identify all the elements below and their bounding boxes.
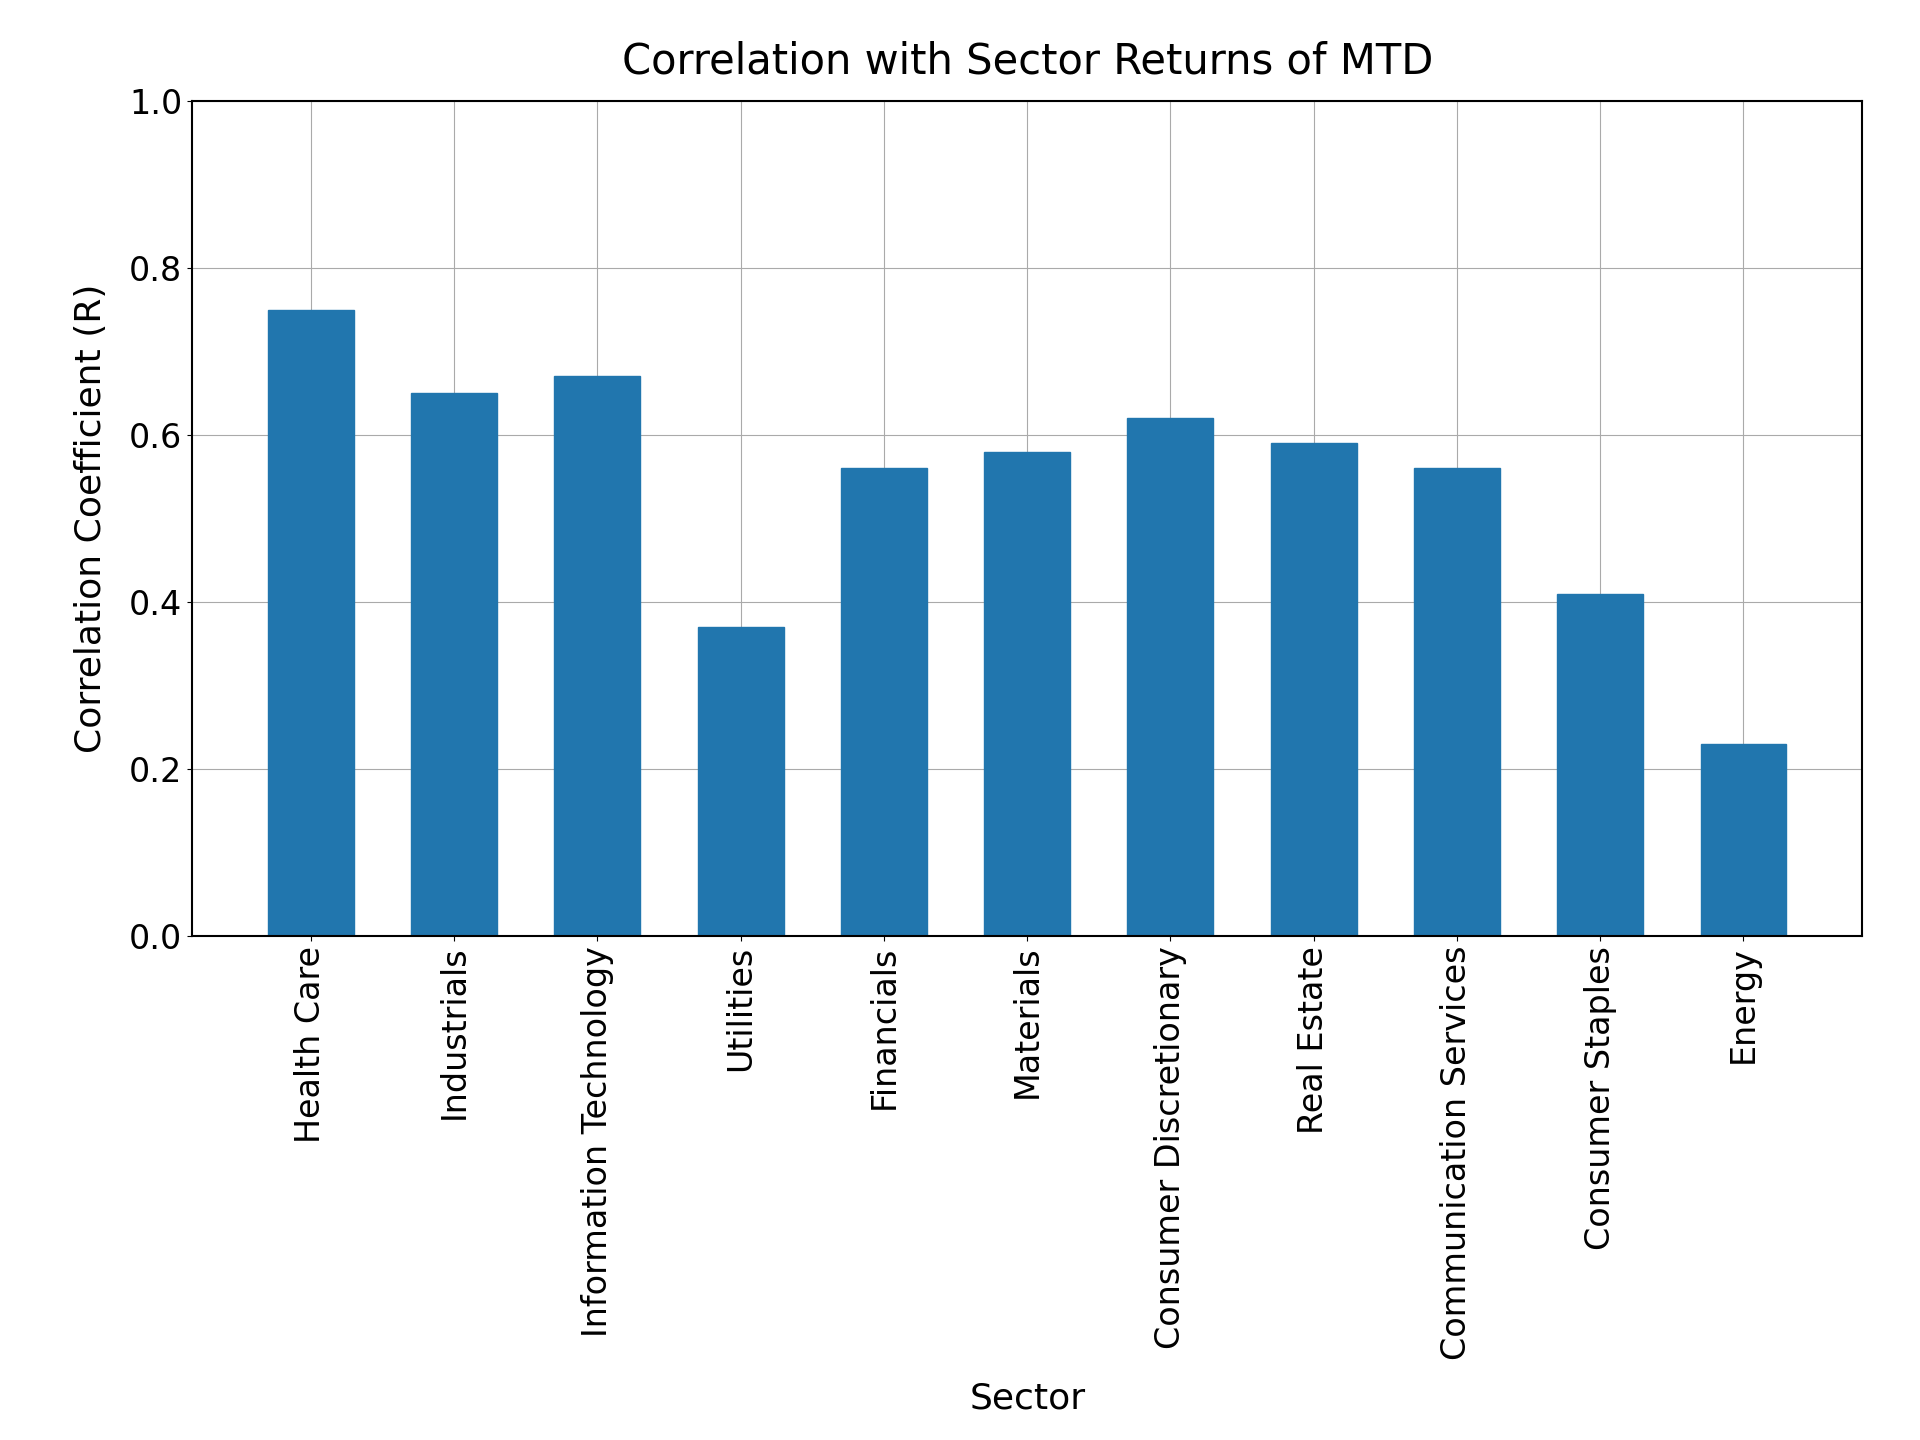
Title: Correlation with Sector Returns of MTD: Correlation with Sector Returns of MTD [622, 40, 1432, 82]
Bar [1701, 744, 1786, 936]
Bar [985, 452, 1069, 936]
Y-axis label: Correlation Coefficient (R): Correlation Coefficient (R) [75, 284, 108, 753]
Bar [1557, 593, 1644, 936]
Bar [1127, 418, 1213, 936]
X-axis label: Sector: Sector [970, 1381, 1085, 1416]
Bar [1271, 444, 1357, 936]
Bar [269, 310, 353, 936]
Bar [555, 376, 641, 936]
Bar [411, 393, 497, 936]
Bar [697, 626, 783, 936]
Bar [841, 468, 927, 936]
Bar [1413, 468, 1500, 936]
